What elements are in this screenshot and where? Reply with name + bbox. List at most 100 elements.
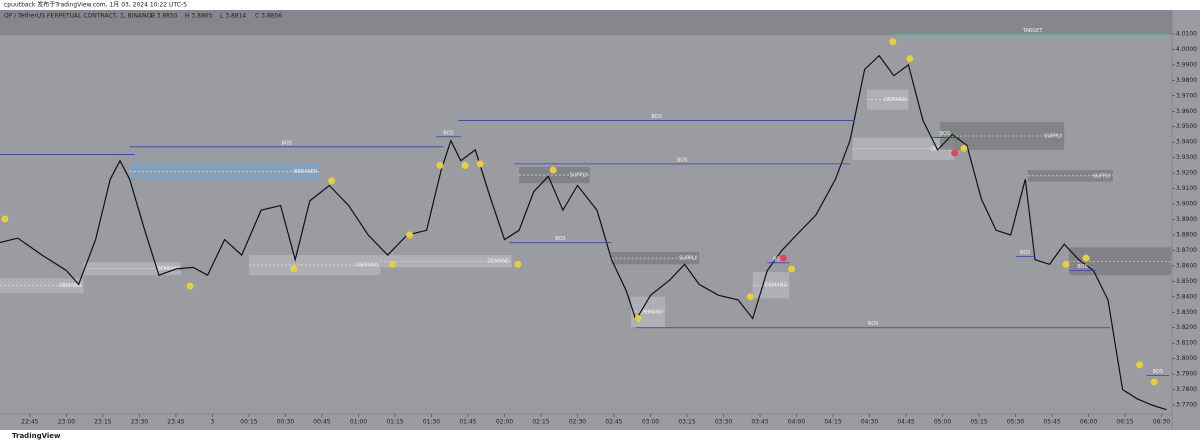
x-tick-label: 23:45	[167, 419, 184, 426]
x-tick-label: 03:30	[715, 419, 732, 426]
zone-label: DEMAND	[641, 309, 663, 315]
level-label: BOS	[940, 131, 950, 137]
zone-label: DEMAND	[884, 97, 906, 103]
y-tick-label: 3.9500	[1176, 123, 1197, 130]
x-tick-label: 03:45	[751, 419, 768, 426]
y-tick-label: 3.7800	[1176, 386, 1197, 393]
y-tick-label: 3.8900	[1176, 216, 1197, 223]
zone-label: DEMAND	[356, 263, 378, 269]
x-tick-label: 06:00	[1080, 419, 1097, 426]
x-tick-label: 02:15	[532, 419, 549, 426]
signal-marker	[779, 254, 787, 262]
x-tick-label: 04:30	[861, 419, 878, 426]
x-tick-label: 01:45	[459, 419, 476, 426]
signal-marker	[634, 314, 642, 322]
y-tick-label: 3.8800	[1176, 231, 1197, 238]
x-tick-label: 02:00	[496, 419, 513, 426]
x-tick-label: 22:45	[21, 419, 38, 426]
signal-marker	[960, 144, 968, 152]
zone-label: SUPPLY	[570, 173, 589, 179]
logo: TradingView	[12, 432, 61, 440]
y-tick-label: 4.0100	[1176, 30, 1197, 37]
zone	[1069, 247, 1172, 276]
y-tick-label: 3.9400	[1176, 139, 1197, 146]
zone	[852, 137, 955, 160]
x-tick-label: 02:45	[605, 419, 622, 426]
y-tick-label: 3.9000	[1176, 201, 1197, 208]
x-tick-label: 00:30	[277, 419, 294, 426]
y-tick-label: 3.9900	[1176, 61, 1197, 68]
y-tick-label: 3.7700	[1176, 402, 1197, 409]
x-tick-label: 06:15	[1116, 419, 1133, 426]
zone-label: DEMAND	[487, 259, 509, 265]
y-tick-label: 3.9100	[1176, 185, 1197, 192]
y-tick-label: 3.8100	[1176, 340, 1197, 347]
y-tick-label: 3.9200	[1176, 170, 1197, 177]
signal-marker	[788, 265, 796, 273]
zone-label: SUPPLY	[1093, 173, 1112, 179]
signal-marker	[1, 215, 9, 223]
signal-marker	[186, 282, 194, 290]
legend-strip	[0, 10, 1172, 35]
level-label: BOS	[773, 256, 783, 262]
x-tick-label: 00:45	[313, 419, 330, 426]
x-tick-label: 02:30	[569, 419, 586, 426]
signal-marker	[1082, 254, 1090, 262]
level-label: BOS	[555, 236, 565, 242]
x-tick-label: 01:15	[386, 419, 403, 426]
signal-marker	[389, 260, 397, 268]
zone	[611, 251, 700, 265]
plot-area	[0, 10, 1172, 414]
zone	[129, 163, 320, 181]
level-label: BOS	[868, 321, 878, 327]
x-tick-label: 04:15	[824, 419, 841, 426]
level-label: BOS	[443, 130, 453, 136]
signal-marker	[476, 160, 484, 168]
legend-value: L 3.8814	[220, 13, 246, 20]
y-tick-label: 3.8600	[1176, 262, 1197, 269]
zone	[1027, 170, 1113, 182]
y-tick-label: 3.8500	[1176, 278, 1197, 285]
signal-marker	[1150, 378, 1158, 386]
x-tick-label: 3	[211, 419, 215, 426]
x-tick-label: 06:30	[1153, 419, 1170, 426]
legend-value: H 3.8865	[185, 13, 213, 20]
signal-marker	[746, 293, 754, 301]
y-tick-label: 3.9800	[1176, 77, 1197, 84]
level-label: BOS	[1153, 369, 1163, 375]
x-tick-label: 01:30	[423, 419, 440, 426]
zone-label: SUPPLY	[679, 256, 698, 262]
x-tick-label: 05:30	[1007, 419, 1024, 426]
signal-marker	[514, 260, 522, 268]
x-tick-label: 23:30	[131, 419, 148, 426]
x-tick-label: 05:15	[970, 419, 987, 426]
zone	[519, 166, 590, 184]
signal-marker	[889, 38, 897, 46]
x-tick-label: 23:00	[58, 419, 75, 426]
signal-marker	[549, 166, 557, 174]
y-tick-label: 3.8300	[1176, 309, 1197, 316]
series-layer: 3.7700 3.7800 3.7900 3.8000 3.8100 3.8200 3.83…	[0, 28, 1197, 426]
y-tick-label: 3.8700	[1176, 247, 1197, 254]
legend-value: C 3.8856	[255, 13, 282, 20]
signal-marker	[1062, 260, 1070, 268]
signal-marker	[1136, 361, 1144, 369]
x-tick-label: 00:15	[240, 419, 257, 426]
level-label: TARGET	[1022, 28, 1044, 34]
y-tick-label: 3.8000	[1176, 355, 1197, 362]
level-label: BOS	[1020, 250, 1030, 256]
footer-bar	[0, 430, 1200, 441]
publisher: cpuutback 发布于TradingView.com, 1月 03, 202…	[4, 1, 187, 9]
zone	[752, 272, 790, 299]
zone-label: DEMAND	[765, 283, 787, 289]
signal-marker	[906, 55, 914, 63]
symbol-title: OP / TetherUS PERPETUAL CONTRACT, 1, BIN…	[4, 13, 155, 20]
signal-marker	[290, 265, 298, 273]
level-label: BOS	[281, 140, 291, 146]
header-bar	[0, 0, 1200, 10]
signal-marker	[328, 177, 336, 185]
y-tick-label: 3.9700	[1176, 92, 1197, 99]
x-tick-label: 03:15	[678, 419, 695, 426]
